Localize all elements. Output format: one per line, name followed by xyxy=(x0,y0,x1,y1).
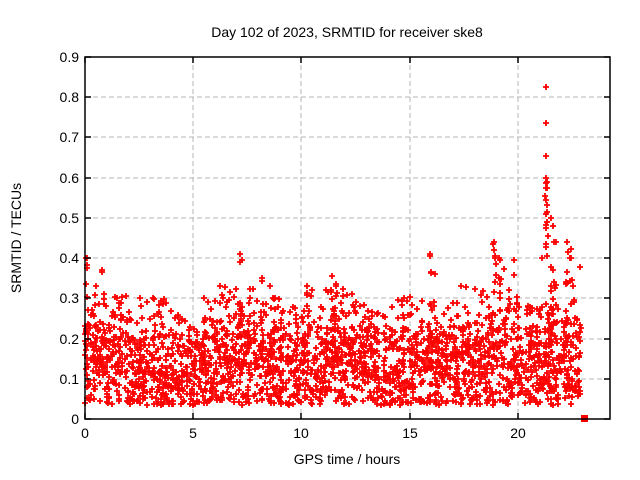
chart-title: Day 102 of 2023, SRMTID for receiver ske… xyxy=(211,24,483,40)
plot-border xyxy=(84,56,611,420)
x-axis-label: GPS time / hours xyxy=(294,451,401,467)
y-tick-label: 0.9 xyxy=(60,49,80,65)
x-tick-label: 5 xyxy=(189,425,197,441)
y-tick-label: 0.7 xyxy=(60,129,80,145)
y-tick-label: 0.4 xyxy=(60,250,80,266)
x-tick-label: 20 xyxy=(510,425,526,441)
y-tick-label: 0.8 xyxy=(60,89,80,105)
y-tick-label: 0.6 xyxy=(60,170,80,186)
y-tick-label: 0 xyxy=(71,411,79,427)
x-tick-label: 0 xyxy=(81,425,89,441)
y-tick-label: 0.2 xyxy=(60,331,80,347)
y-tick-label: 0.1 xyxy=(60,371,80,387)
gridlines xyxy=(85,57,610,419)
y-tick-label: 0.3 xyxy=(60,290,80,306)
scatter-points xyxy=(82,84,584,408)
axis-ticks xyxy=(84,56,610,420)
y-tick-label: 0.5 xyxy=(60,210,80,226)
y-axis-label: SRMTID / TECUs xyxy=(8,183,24,293)
x-tick-label: 10 xyxy=(293,425,309,441)
axis-tick-labels: 0 5 10 15 20 0 0.1 0.2 0.3 0.4 0.5 0.6 0.7 0.8 0.9 xyxy=(60,49,526,441)
x-tick-label: 15 xyxy=(402,425,418,441)
